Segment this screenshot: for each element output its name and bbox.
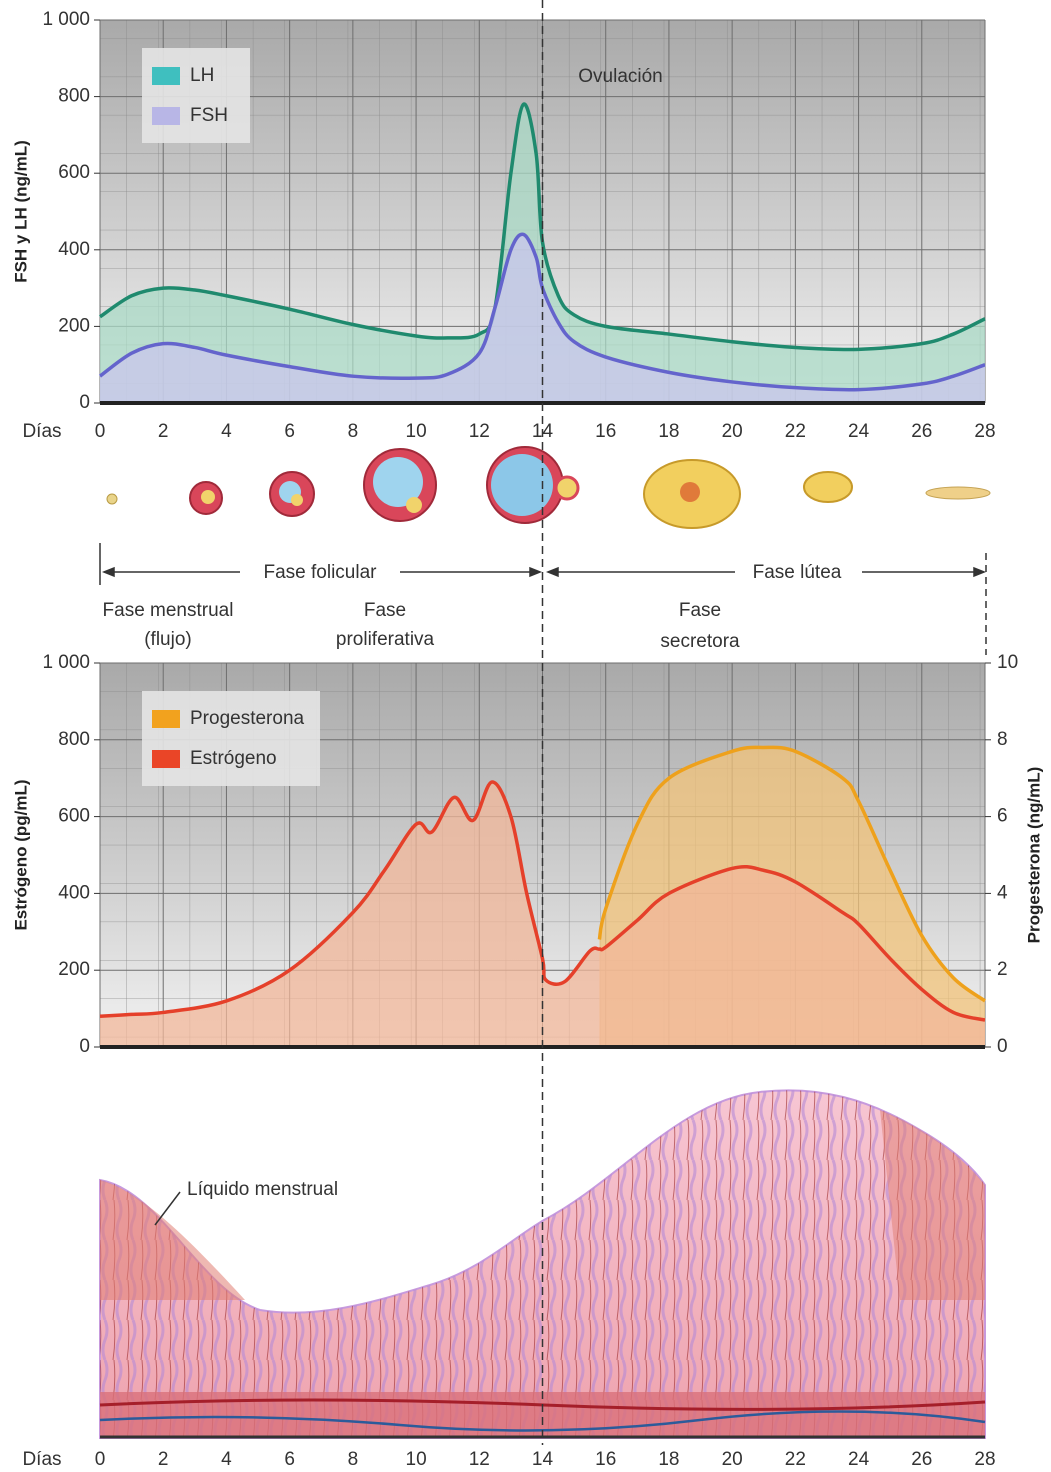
legend-label: LH [190, 65, 214, 86]
x-tick-label: 10 [406, 421, 427, 442]
phase-label: Fase [679, 600, 721, 621]
x-tick-label: 24 [848, 1449, 870, 1470]
y2-tick-label: 0 [997, 1036, 1008, 1057]
x-tick-label: 24 [848, 421, 870, 442]
y-tick-label: 200 [58, 959, 90, 980]
y-tick-label: 1 000 [42, 652, 90, 673]
annotation: Ovulación [578, 66, 663, 87]
y-tick-label: 800 [58, 729, 90, 750]
y2-axis-label: Progesterona (ng/mL) [1024, 767, 1043, 944]
series-line [98, 232, 986, 392]
x-tick-label: 6 [284, 1449, 295, 1470]
x-axis-label: Días [22, 1449, 61, 1470]
x-tick-label: 4 [221, 1449, 232, 1470]
series-line [99, 102, 986, 352]
phase-label: Fase folicular [264, 562, 378, 583]
y-axis-label: FSH y LH (ng/mL) [11, 140, 30, 283]
x-tick-label: 14 [532, 1449, 554, 1470]
legend-swatch [152, 107, 180, 125]
x-tick-label: 26 [911, 421, 932, 442]
y2-tick-label: 4 [997, 882, 1008, 903]
y-tick-label: 600 [58, 806, 90, 827]
y2-tick-label: 2 [997, 959, 1008, 980]
phase-label: Fase [364, 600, 406, 621]
x-tick-label: 2 [158, 421, 169, 442]
x-tick-label: 20 [722, 421, 743, 442]
x-tick-label: 4 [221, 421, 232, 442]
x-tick-label: 8 [348, 1449, 359, 1470]
x-tick-label: 20 [722, 1449, 743, 1470]
phase-label: secretora [660, 631, 740, 652]
x-tick-label: 22 [785, 1449, 806, 1470]
x-axis-label: Días [22, 421, 61, 442]
y-tick-label: 800 [58, 86, 90, 107]
x-tick-label: 16 [595, 421, 616, 442]
legend-swatch [152, 710, 180, 728]
x-tick-label: 0 [95, 1449, 106, 1470]
legend [142, 48, 250, 143]
x-tick-label: 2 [158, 1449, 169, 1470]
x-tick-label: 12 [469, 1449, 490, 1470]
x-tick-label: 18 [658, 1449, 679, 1470]
y-tick-label: 400 [58, 239, 90, 260]
x-tick-label: 16 [595, 1449, 616, 1470]
legend-swatch [152, 67, 180, 85]
area [100, 782, 985, 1047]
bottom-axis: Días 0 2 4 6 8 10 12 14 16 18 20 22 24 26 28 [22, 1449, 995, 1470]
x-tick-label: 0 [95, 421, 106, 442]
y2-tick-label: 8 [997, 729, 1008, 750]
x-tick-label: 26 [911, 1449, 932, 1470]
phase-label: Fase lútea [753, 562, 842, 583]
y-tick-label: 0 [79, 392, 90, 413]
phase-arrows [99, 543, 987, 655]
y-tick-label: 600 [58, 162, 90, 183]
legend [142, 691, 320, 786]
phase-label: (flujo) [144, 629, 192, 650]
phase-label: Fase menstrual [103, 600, 234, 621]
legend-swatch [152, 750, 180, 768]
follicles [106, 446, 991, 529]
legend-label: Estrógeno [190, 748, 277, 769]
x-tick-label: 12 [469, 421, 490, 442]
phase-label: proliferativa [336, 629, 435, 650]
legend-label: FSH [190, 105, 228, 126]
series-line [99, 780, 986, 1022]
x-tick-label: 8 [348, 421, 359, 442]
x-tick-label: 28 [974, 1449, 995, 1470]
x-tick-label: 18 [658, 421, 679, 442]
y2-tick-label: 6 [997, 806, 1008, 827]
x-tick-label: 22 [785, 421, 806, 442]
y-axis-label: Estrógeno (pg/mL) [11, 779, 30, 930]
y-tick-label: 400 [58, 882, 90, 903]
legend-label: Progesterona [190, 708, 305, 729]
y-tick-label: 1 000 [42, 9, 90, 30]
x-tick-label: 28 [974, 421, 995, 442]
y2-tick-label: 10 [997, 652, 1018, 673]
y-tick-label: 200 [58, 315, 90, 336]
x-tick-label: 10 [406, 1449, 427, 1470]
series-line [597, 745, 987, 1003]
annotation: Líquido menstrual [187, 1179, 338, 1200]
x-tick-label: 6 [284, 421, 295, 442]
y-tick-label: 0 [79, 1036, 90, 1057]
